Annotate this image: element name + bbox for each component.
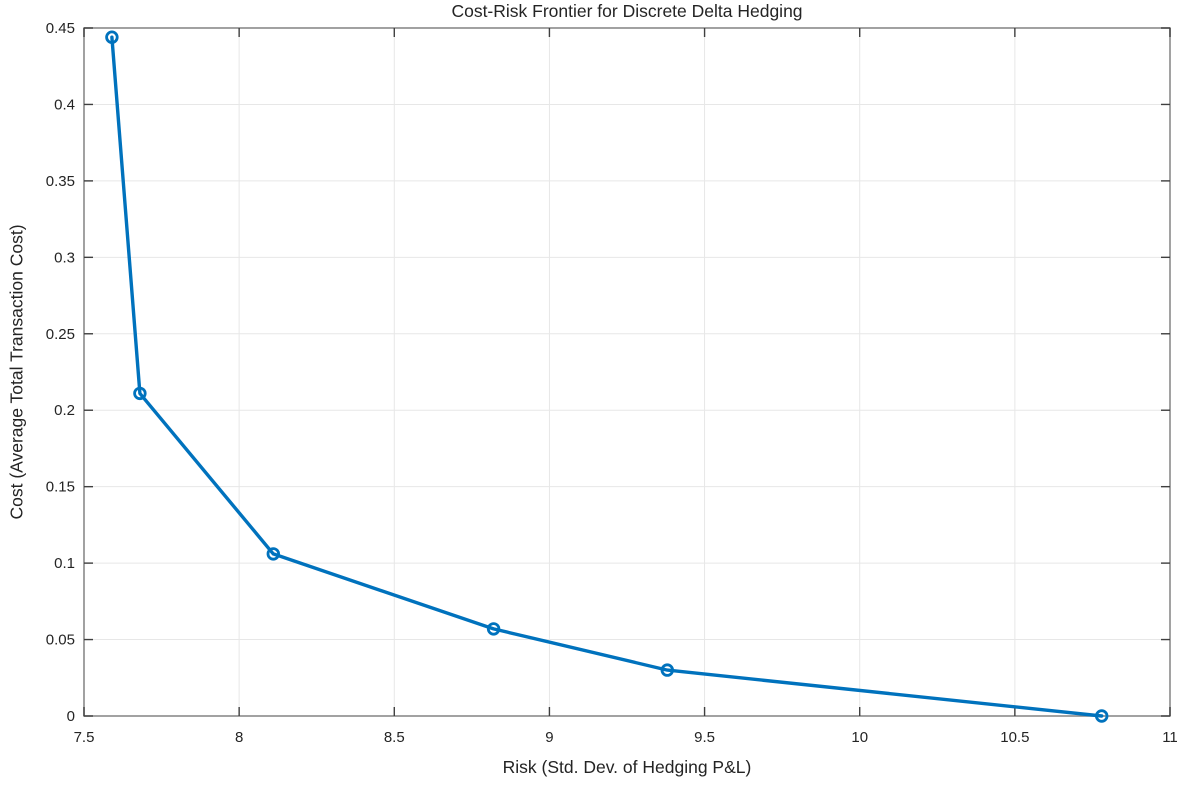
y-tick-label: 0.45 xyxy=(46,20,75,37)
y-tick-label: 0.05 xyxy=(46,632,75,649)
x-tick-label: 7.5 xyxy=(74,729,95,746)
axes-box xyxy=(83,27,1171,717)
y-tick-label: 0 xyxy=(67,708,75,725)
data-point-marker xyxy=(266,547,281,561)
y-tick-label: 0.35 xyxy=(46,173,75,190)
y-axis-label: Cost (Average Total Transaction Cost) xyxy=(6,224,27,520)
y-tick-label: 0.2 xyxy=(54,402,75,419)
y-tick-label: 0.1 xyxy=(54,555,75,572)
data-point-marker xyxy=(486,622,501,636)
y-tick-label: 0.25 xyxy=(46,326,75,343)
x-tick-label: 8.5 xyxy=(384,729,405,746)
x-axis-label: Risk (Std. Dev. of Hedging P&L) xyxy=(502,757,752,777)
x-tick-label: 8 xyxy=(235,729,243,746)
frontier-line xyxy=(110,35,1104,718)
x-tick-label: 10 xyxy=(851,729,868,746)
x-tick-label: 9 xyxy=(545,729,553,746)
y-tick-label: 0.4 xyxy=(54,96,75,113)
x-tick-label: 11 xyxy=(1162,729,1178,746)
data-point-marker xyxy=(133,386,147,401)
chart-title: Cost-Risk Frontier for Discrete Delta He… xyxy=(451,1,803,21)
data-point-marker xyxy=(1094,709,1109,723)
y-tick-label: 0.15 xyxy=(46,479,75,496)
x-tick-label: 9.5 xyxy=(694,729,715,746)
data-point-marker xyxy=(105,30,119,44)
x-tick-label: 10.5 xyxy=(1000,729,1029,746)
y-tick-label: 0.3 xyxy=(54,249,75,266)
data-point-marker xyxy=(660,663,675,677)
